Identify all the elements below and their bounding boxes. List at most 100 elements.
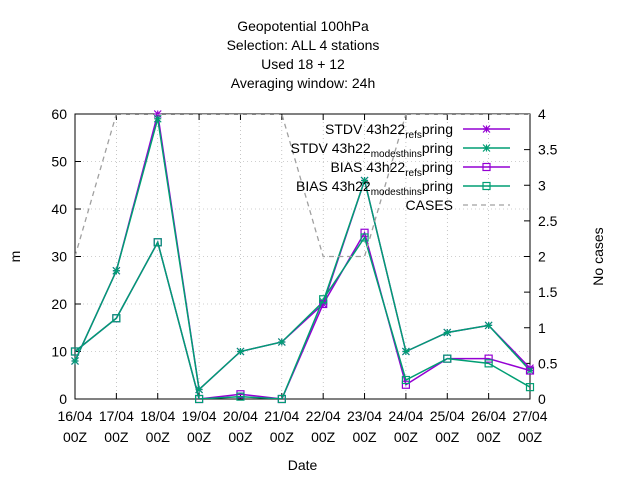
x-tick-label: 27/04 (512, 408, 547, 424)
legend-label-part: pring (422, 159, 453, 175)
x-tick-label: 25/04 (430, 408, 465, 424)
data-point (277, 394, 286, 404)
y-tick-label: 0 (59, 391, 67, 407)
data-point (153, 238, 162, 247)
y2-tick-label: 4 (538, 106, 546, 122)
data-point (401, 375, 411, 385)
x-tick-label: 00Z (311, 429, 336, 445)
x-tick-label: 00Z (394, 429, 419, 445)
x-tick-label: 00Z (104, 429, 129, 445)
series-3 (70, 233, 535, 404)
y2-tick-label: 2 (538, 249, 546, 265)
data-point (482, 181, 491, 191)
data-point (236, 347, 245, 356)
data-point (236, 392, 245, 401)
legend-label: BIAS 43h22refspring (330, 159, 453, 179)
y2-tick-label: 3 (538, 177, 546, 193)
x-tick-label: 00Z (63, 429, 88, 445)
chart-title: Geopotential 100hPa Selection: ALL 4 stat… (227, 18, 380, 91)
y-tick-label: 20 (51, 296, 67, 312)
data-point (482, 162, 491, 172)
x-tick-label: 21/04 (264, 408, 299, 424)
x-tick-label: 20/04 (223, 408, 258, 424)
legend-label: BIAS 43h22modesthinspring (296, 178, 453, 198)
data-point (482, 125, 491, 133)
data-point (112, 266, 121, 275)
data-point (277, 338, 286, 346)
y2-tick-label: 2.5 (538, 213, 558, 229)
series-2 (70, 228, 535, 404)
data-point (525, 366, 535, 375)
legend-label-part: BIAS 43h22 (296, 178, 371, 194)
y-axis-label: m (7, 251, 23, 263)
data-point (319, 295, 328, 304)
legend-label-part: pring (422, 121, 453, 137)
x-tick-label: 18/04 (140, 408, 175, 424)
y2-tick-label: 3.5 (538, 142, 558, 158)
data-point (484, 321, 493, 330)
legend-label-part: s (417, 168, 422, 179)
data-point (71, 357, 79, 365)
data-point (482, 144, 491, 152)
legend-label-part: modesthin (371, 187, 417, 198)
legend-label-part: pring (422, 140, 453, 156)
title-line: Averaging window: 24h (231, 75, 376, 91)
legend-label: STDV 43h22refspring (325, 121, 453, 141)
x-tick-label: 23/04 (347, 408, 382, 424)
title-line: Geopotential 100hPa (237, 18, 369, 34)
x-tick-label: 00Z (518, 429, 543, 445)
x-tick-label: 22/04 (306, 408, 341, 424)
legend-label-part: s (417, 130, 422, 141)
x-tick-label: 00Z (477, 429, 502, 445)
x-tick-label: 00Z (435, 429, 460, 445)
data-point (70, 347, 80, 356)
x-tick-label: 16/04 (57, 408, 92, 424)
y-tick-label: 60 (51, 106, 67, 122)
x-tick-label: 26/04 (471, 408, 506, 424)
y2-tick-label: 0.5 (538, 355, 558, 371)
x-tick-label: 19/04 (182, 408, 217, 424)
data-point (525, 383, 535, 392)
data-point (484, 354, 493, 363)
data-point (484, 359, 493, 368)
legend-label-part: STDV 43h22 (291, 140, 371, 156)
legend-label-part: CASES (406, 197, 453, 213)
series-line (75, 230, 530, 399)
data-point (401, 347, 410, 356)
legend-label-part: BIAS 43h22 (330, 159, 405, 175)
x-tick-label: 24/04 (388, 408, 423, 424)
x-tick-label: 00Z (146, 429, 171, 445)
data-point (360, 176, 369, 185)
series-line (75, 114, 530, 258)
title-line: Used 18 + 12 (261, 56, 345, 72)
x-tick-label: 00Z (352, 429, 377, 445)
y-tick-label: 50 (51, 154, 67, 170)
y2-tick-label: 1.5 (538, 284, 558, 300)
data-point (443, 354, 452, 363)
data-point (194, 394, 204, 404)
title-line: Selection: ALL 4 stations (227, 37, 380, 53)
y-tick-label: 40 (51, 201, 67, 217)
data-point (112, 314, 121, 323)
axes: 0 10 20 30 40 50 60 0 0.5 1 1.5 2 2.5 3 3.5 4 16/04 00Z 17… (51, 106, 557, 445)
y2-tick-label: 1 (538, 320, 546, 336)
series-group (70, 110, 535, 404)
x-axis-label: Date (288, 457, 318, 473)
series-4 (75, 114, 530, 258)
data-point (443, 328, 452, 337)
series-line (75, 235, 530, 399)
data-point (360, 233, 369, 242)
legend-label-part: ref (405, 168, 417, 179)
legend-label-part: s (417, 149, 422, 160)
legend-label-part: pring (422, 178, 453, 194)
legend-label-part: ref (405, 130, 417, 141)
y2-tick-label: 0 (538, 391, 546, 407)
legend-label-part: STDV 43h22 (325, 121, 405, 137)
y-tick-label: 30 (51, 249, 67, 265)
series-line (75, 118, 530, 392)
x-tick-label: 00Z (187, 429, 212, 445)
x-tick-label: 00Z (228, 429, 253, 445)
x-tick-label: 17/04 (99, 408, 134, 424)
x-tick-label: 00Z (270, 429, 295, 445)
